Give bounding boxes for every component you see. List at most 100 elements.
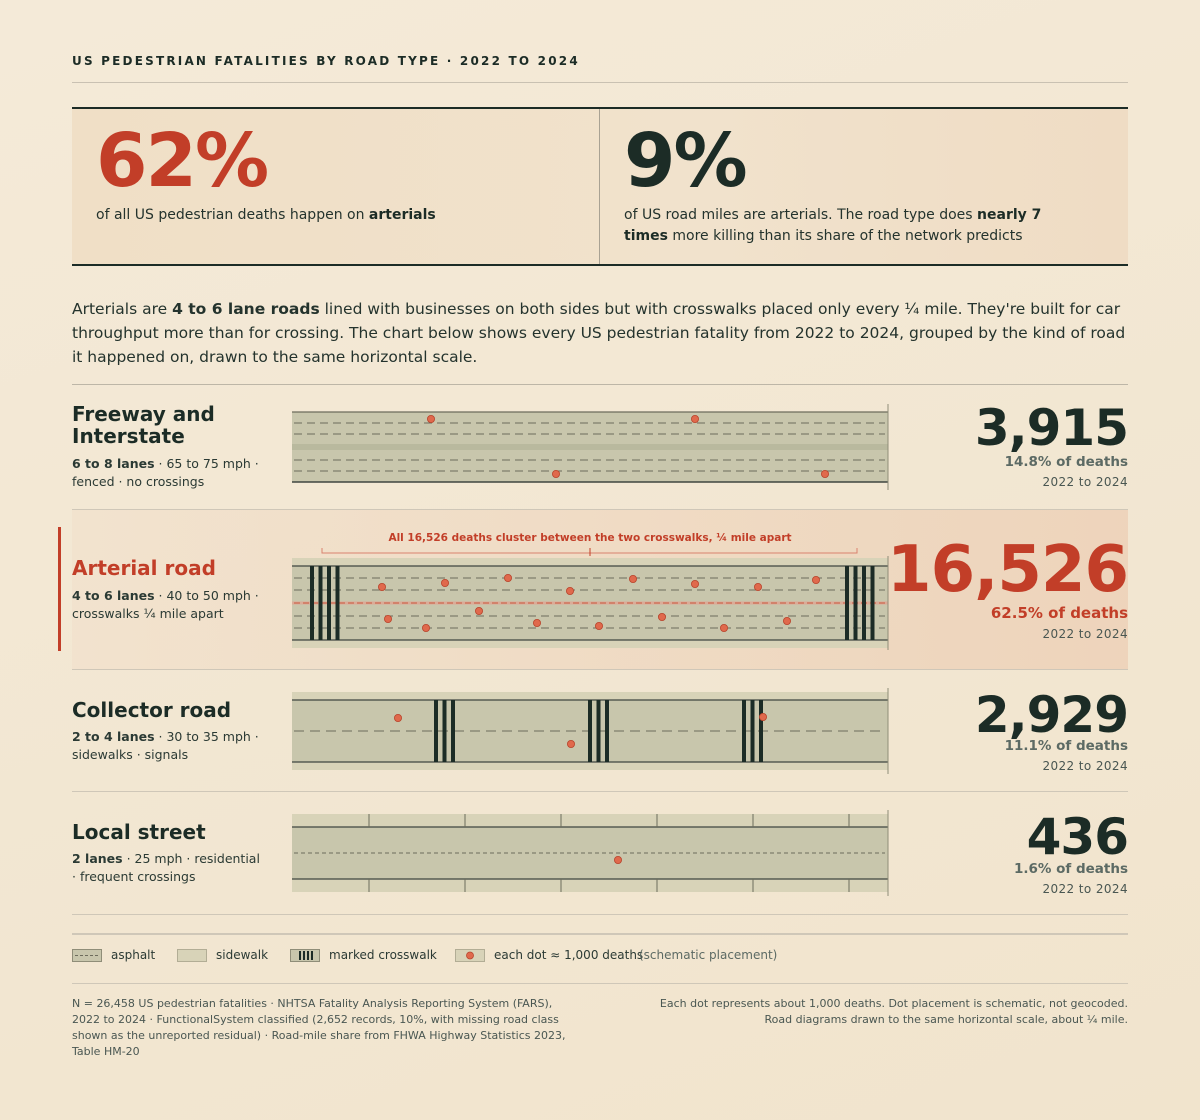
fatality-dot — [782, 617, 791, 626]
fatality-dot — [378, 583, 387, 592]
fatality-dot — [394, 713, 403, 722]
crosswalk-stripe — [442, 700, 447, 762]
crosswalk-stripe — [310, 566, 314, 640]
fatality-dot — [821, 470, 830, 479]
row-meta-lanes: 4 to 6 lanes — [72, 588, 155, 603]
crosswalk-stripe — [862, 566, 866, 640]
fatality-dot — [426, 414, 435, 423]
row-meta-rest: · 40 to 50 mph · crosswalks ¼ mile apart — [72, 588, 259, 621]
row-count: 3,915 — [974, 399, 1129, 457]
legend-note: (schematic placement) — [639, 948, 778, 962]
stat-text-deaths-pre: of all US pedestrian deaths happen on — [96, 207, 369, 223]
fatality-dot — [566, 740, 575, 749]
row-meta-rest: · 25 mph · residential · frequent crossi… — [72, 851, 260, 884]
fatality-dot — [474, 607, 483, 616]
stat-arterial-miles: 9% of US road miles are arterials. The r… — [600, 109, 1128, 264]
row-arterial: Arterial road 4 to 6 lanes · 40 to 50 mp… — [58, 510, 1129, 670]
fatality-dot — [532, 619, 541, 628]
legend-rule — [72, 933, 1128, 935]
crosswalk-stripe — [742, 700, 746, 762]
crosswalk-stripe — [750, 700, 755, 762]
sidewalk — [292, 762, 888, 770]
method-footnote: Each dot represents about 1,000 deaths. … — [659, 997, 1128, 1026]
legend-sidewalk-label: sidewalk — [216, 948, 269, 962]
row-separator — [72, 791, 1128, 792]
footnote-rule — [72, 983, 1128, 984]
crosswalk-stripe — [853, 566, 858, 640]
intro-bold: 4 to 6 lane roads — [172, 300, 320, 318]
fatality-dot — [421, 624, 430, 633]
row-local: Local street 2 lanes · 25 mph · resident… — [72, 792, 1129, 915]
crosswalk-stripe — [605, 700, 609, 762]
row-name: Freeway and Interstate — [72, 402, 215, 448]
fatality-dot — [440, 579, 449, 588]
fatality-dot — [758, 712, 767, 721]
intro-rule — [72, 384, 1128, 385]
fatality-dot — [565, 587, 574, 596]
row-meta-rest: · 30 to 35 mph · sidewalks · signals — [72, 729, 259, 762]
row-count: 16,526 — [887, 533, 1129, 607]
crosswalk-stripe — [434, 700, 438, 762]
stat-text-miles: of US road miles are arterials. The road… — [624, 205, 1084, 247]
row-separator — [72, 669, 1128, 670]
fatality-dot — [503, 574, 512, 583]
road-diagram-arterial: All 16,526 deaths cluster between the tw… — [292, 532, 889, 650]
row-count: 436 — [1026, 808, 1129, 866]
row-name: Collector road — [72, 698, 232, 722]
intro-pre: Arterials are — [72, 300, 173, 318]
intro-paragraph: Arterials are 4 to 6 lane roads lined wi… — [72, 297, 1128, 369]
row-meta-rest: · 65 to 75 mph · fenced · no crossings — [72, 456, 259, 489]
row-name: Arterial road — [72, 556, 216, 580]
fatality-dot — [551, 470, 560, 479]
sidewalk-swatch-icon — [177, 949, 207, 962]
row-period: 2022 to 2024 — [1042, 627, 1128, 641]
crosswalk-stripe — [870, 566, 875, 640]
row-share: 14.8% of deaths — [1004, 454, 1128, 470]
row-meta: 4 to 6 lanes · 40 to 50 mph · crosswalks… — [72, 587, 262, 623]
crosswalk-stripe — [759, 700, 763, 762]
stat-text-miles-bold: nearly 7 times — [624, 207, 1042, 244]
sidewalk — [292, 879, 888, 892]
sidewalk — [292, 814, 888, 827]
stat-arterial-deaths: 62% of all US pedestrian deaths happen o… — [72, 109, 600, 264]
fatality-dot — [657, 613, 666, 622]
legend: asphalt sidewalk marked crosswalk each — [72, 947, 1128, 965]
page-kicker: US PEDESTRIAN FATALITIES BY ROAD TYPE · … — [72, 54, 580, 68]
sidewalk — [292, 558, 888, 566]
crosswalk-stripe — [596, 700, 601, 762]
asphalt-swatch-icon — [72, 949, 102, 962]
row-count: 2,929 — [974, 686, 1129, 744]
row-share: 11.1% of deaths — [1004, 738, 1128, 754]
fatality-dot — [719, 624, 728, 633]
fatality-dot — [690, 414, 699, 423]
dot-swatch-icon — [455, 949, 485, 962]
row-highlight-bar — [58, 527, 61, 651]
row-period: 2022 to 2024 — [1042, 759, 1128, 773]
fatality-dot — [384, 615, 393, 624]
stat-value-miles: 9% — [624, 118, 748, 204]
crosswalk-stripe — [451, 700, 455, 762]
sidewalk — [292, 692, 888, 700]
median — [292, 444, 888, 450]
row-separator — [72, 509, 1128, 510]
stat-text-deaths: of all US pedestrian deaths happen on ar… — [96, 205, 556, 226]
source-footnote: N = 26,458 US pedestrian fatalities · NH… — [72, 997, 566, 1058]
row-meta: 2 lanes · 25 mph · residential · frequen… — [72, 850, 262, 886]
row-meta-lanes: 6 to 8 lanes — [72, 456, 155, 471]
row-separator — [72, 914, 1128, 915]
intro-post: lined with businesses on both sides but … — [72, 300, 1126, 366]
road-diagram-freeway — [292, 404, 889, 490]
crosswalk-stripe — [327, 566, 331, 640]
road-diagram-collector — [292, 688, 889, 774]
stat-text-miles-pre: of US road miles are arterials. The road… — [624, 207, 978, 223]
row-freeway: Freeway and Interstate 6 to 8 lanes · 65… — [72, 385, 1129, 510]
fatality-dot — [812, 576, 821, 585]
row-period: 2022 to 2024 — [1042, 475, 1128, 489]
crosswalk-stripe — [588, 700, 592, 762]
legend-crosswalk-label: marked crosswalk — [329, 948, 437, 962]
fatality-dot — [690, 580, 699, 589]
crosswalk-stripe — [845, 566, 849, 640]
stat-text-miles-post: more killing than its share of the netwo… — [667, 228, 1023, 244]
fatality-dot — [613, 856, 622, 865]
top-rule — [72, 82, 1128, 83]
